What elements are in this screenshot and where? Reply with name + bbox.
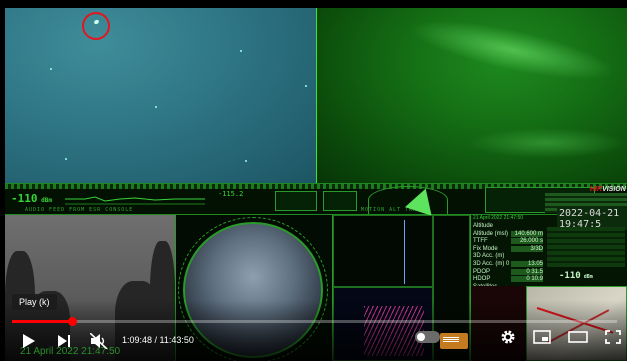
mute-button[interactable] [90, 330, 108, 352]
panel-date: 21 April 2022 21:47:50 [473, 215, 524, 221]
gps-row-label: 3D Acc. (m) [473, 253, 505, 260]
audio-feed-label: AUDIO FEED FROM ESR CONSOLE [25, 207, 134, 213]
meteor-marker [82, 12, 110, 40]
autoplay-toggle[interactable] [415, 331, 440, 343]
status-rows [547, 227, 625, 267]
gps-row-value: 0 10.9 [511, 276, 543, 283]
gps-row-label: PDOP [473, 268, 491, 275]
telemetry-band: -110 dBm AUDIO FEED FROM ESR CONSOLE -11… [5, 183, 627, 215]
gps-row: PDOP 0 31.5 [473, 268, 545, 275]
mid-readout: -115.2 [218, 190, 244, 198]
readout-box [323, 191, 357, 211]
aurora-glow-lower [467, 128, 627, 158]
all-sky-ring [178, 217, 328, 361]
autoplay-toggle-icon [419, 335, 420, 339]
autoplay-thumbnail[interactable] [440, 333, 468, 349]
gps-row-value: 0 31.5 [511, 268, 543, 275]
gps-row-label: Fix Mode [473, 245, 498, 252]
signal-trace [404, 220, 405, 284]
signal-level: -110 dBm [11, 192, 52, 205]
star [240, 50, 242, 52]
gps-row-label: Altitude (msl) [473, 230, 509, 237]
next-icon [58, 335, 70, 347]
gear-icon[interactable] [500, 329, 516, 345]
telemetry-strip [5, 184, 627, 189]
theater-icon[interactable] [568, 330, 588, 344]
progress-played [12, 320, 72, 323]
radar-sweep [368, 186, 448, 214]
time-display: 1:09:48 / 11:43:50 [122, 335, 194, 345]
gps-row: Altitude (msl) 140.600 m [473, 230, 545, 237]
gps-row-label: HDOP [473, 276, 491, 283]
next-button[interactable] [57, 330, 71, 352]
gps-row: Fix Mode 3/3D [473, 245, 545, 252]
progress-scrubber[interactable] [67, 317, 77, 326]
gps-row: Altitude [473, 223, 545, 229]
date-watermark: 21 April 2022 21:47:50 [20, 346, 121, 357]
gps-row-label: Altitude [473, 223, 494, 229]
star [245, 160, 247, 162]
optical-camera-feed [5, 8, 317, 185]
play-tooltip: Play (k) [12, 294, 57, 310]
play-button[interactable] [22, 330, 36, 352]
fullscreen-icon[interactable] [605, 330, 621, 344]
menu-lines-icon [443, 339, 459, 340]
star [305, 85, 307, 87]
readout-box [275, 191, 317, 211]
gps-row-value: 3/3D [511, 245, 543, 252]
controls-shade [0, 300, 627, 361]
miniplayer-icon[interactable] [533, 330, 551, 344]
star [65, 158, 67, 160]
waveform [65, 196, 205, 205]
gps-row-value: 13.05 [511, 261, 543, 267]
gps-row: 3D Acc. (m) [473, 253, 545, 259]
gps-row: TTFF 26.000 s [473, 238, 545, 245]
play-icon [23, 334, 35, 348]
gps-row-value: 140.600 m [511, 230, 543, 237]
night-vision-camera-feed [317, 8, 627, 185]
volume-muted-icon [90, 333, 108, 349]
brand-logo: HIKVISION [590, 186, 626, 193]
progress-bar[interactable] [12, 317, 617, 326]
signal-graph [333, 215, 433, 287]
star [155, 106, 157, 108]
gps-row-label: 3D Acc. (m) 0 [473, 261, 510, 267]
gps-row: 3D Acc. (m) 0 13.05 [473, 261, 545, 267]
panel-signal-level: -110 dBm [559, 271, 593, 281]
gps-row-value: 26.000 s [511, 238, 543, 245]
gps-row: HDOP 0 10.9 [473, 276, 545, 283]
aurora-glow [405, 8, 619, 92]
camera-clock: 2022-04-21 19:47:5 [557, 208, 627, 230]
gps-row-label: TTFF [473, 238, 488, 245]
star [50, 68, 52, 70]
